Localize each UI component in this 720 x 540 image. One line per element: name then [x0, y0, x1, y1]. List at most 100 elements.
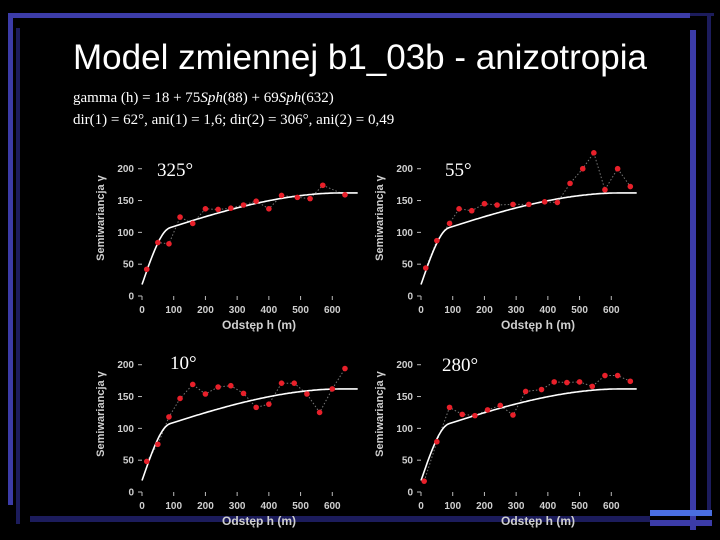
formula-arg-2: (632) [301, 90, 334, 106]
variogram-point [456, 206, 462, 212]
y-axis-title: Semiwariancja γ [95, 174, 107, 260]
y-tick-label: 200 [396, 164, 413, 175]
variogram-formula: gamma (h) = 18 + 75Sph(88) + 69Sph(632) [73, 90, 334, 107]
variogram-point [602, 372, 608, 379]
left-inner-frame-bar [16, 28, 20, 524]
variogram-point [589, 383, 596, 390]
x-tick-label: 100 [165, 501, 182, 512]
variogram-point [189, 220, 196, 227]
variogram-point [266, 401, 272, 407]
x-tick-label: 500 [571, 305, 588, 316]
variogram-point [472, 412, 478, 419]
x-tick-label: 600 [324, 305, 341, 316]
variogram-point [591, 150, 597, 156]
plot-area [142, 150, 364, 296]
variogram-point [294, 194, 301, 201]
variogram-panel-3: 0 100 200 300 400 500 600 0 50 100 150 200 Odstęp h … [374, 346, 643, 528]
variogram-point [155, 441, 161, 448]
variogram-point [526, 201, 532, 208]
direction-label-10: 10° [170, 353, 197, 374]
x-tick-label: 200 [197, 501, 214, 512]
variogram-point [602, 186, 608, 193]
variogram-point [576, 379, 583, 385]
x-tick-label: 500 [292, 501, 309, 512]
variogram-point [155, 239, 161, 246]
variogram-point [484, 407, 491, 413]
variogram-point [627, 378, 634, 385]
variogram-point [316, 409, 323, 416]
y-axis-title: Semiwariancja γ [374, 370, 386, 456]
variogram-panel-2: 0 100 200 300 400 500 600 0 50 100 150 200 Odstęp h … [95, 346, 364, 528]
variogram-panel-1: 0 100 200 300 400 500 600 0 50 100 150 200 Odstęp h … [374, 150, 643, 332]
variogram-point [564, 379, 570, 386]
x-tick-label: 400 [540, 501, 557, 512]
y-tick-label: 100 [396, 228, 413, 239]
variogram-point [522, 388, 529, 395]
variogram-point [446, 404, 453, 411]
y-axis-title: Semiwariancja γ [95, 370, 107, 456]
variogram-point [240, 202, 247, 208]
variogram-point [567, 180, 573, 187]
variogram-point [627, 183, 634, 190]
x-tick-label: 200 [476, 501, 493, 512]
x-tick-label: 300 [508, 305, 525, 316]
x-axis-title: Odstęp h (m) [222, 318, 296, 332]
bottom-frame-bar [30, 516, 650, 522]
variogram-point [510, 412, 516, 418]
variogram-point [422, 265, 429, 271]
x-tick-label: 400 [261, 305, 278, 316]
variogram-point [497, 402, 504, 409]
y-tick-label: 100 [117, 228, 134, 239]
model-curve [420, 388, 637, 481]
y-tick-label: 50 [123, 260, 135, 271]
x-tick-label: 0 [139, 305, 145, 316]
variogram-point [538, 386, 545, 393]
y-tick-label: 150 [117, 392, 134, 403]
variogram-point [579, 165, 586, 172]
variogram-point [143, 266, 150, 273]
left-frame-bar [8, 13, 13, 505]
y-tick-label: 150 [396, 196, 413, 207]
variogram-point [494, 202, 500, 208]
variogram-point [228, 205, 234, 211]
y-tick-label: 200 [117, 164, 134, 175]
top-right-frame-bar [690, 13, 714, 16]
variogram-point [304, 391, 310, 397]
x-axis-title: Odstęp h (m) [501, 514, 575, 528]
top-frame-bar [8, 13, 690, 18]
x-tick-label: 300 [508, 501, 525, 512]
formula-sph-2: Sph [278, 90, 302, 106]
variogram-point [253, 404, 259, 411]
variogram-point [278, 380, 285, 386]
y-tick-label: 50 [402, 456, 414, 467]
variogram-point [319, 182, 326, 189]
variogram-point [253, 198, 259, 204]
variogram-point [551, 379, 557, 385]
y-tick-label: 100 [396, 424, 413, 435]
x-tick-label: 100 [165, 305, 182, 316]
variogram-point [202, 206, 209, 212]
variogram-point [228, 382, 234, 389]
x-tick-label: 600 [324, 501, 341, 512]
variogram-point [434, 237, 440, 244]
x-tick-label: 0 [418, 501, 424, 512]
variogram-point [541, 199, 548, 205]
variogram-point [421, 478, 427, 484]
y-tick-label: 50 [402, 260, 414, 271]
formula-sph-1: Sph [200, 90, 223, 106]
y-tick-label: 0 [407, 292, 413, 303]
slide-title: Model zmiennej b1_03b - anizotropia [73, 38, 647, 77]
variogram-point [434, 438, 440, 445]
variogram-panel-0: 0 100 200 300 400 500 600 0 50 100 150 200 Odstęp h … [95, 150, 364, 332]
formula-arg-1: (88) + 69 [222, 90, 279, 106]
y-tick-label: 0 [128, 488, 134, 499]
variogram-point [215, 384, 221, 390]
x-axis-title: Odstęp h (m) [222, 514, 296, 528]
variogram-point [329, 386, 336, 392]
x-tick-label: 400 [261, 501, 278, 512]
variogram-point [468, 207, 475, 214]
variogram-point [510, 201, 516, 208]
x-tick-label: 500 [571, 501, 588, 512]
y-tick-label: 200 [396, 360, 413, 371]
